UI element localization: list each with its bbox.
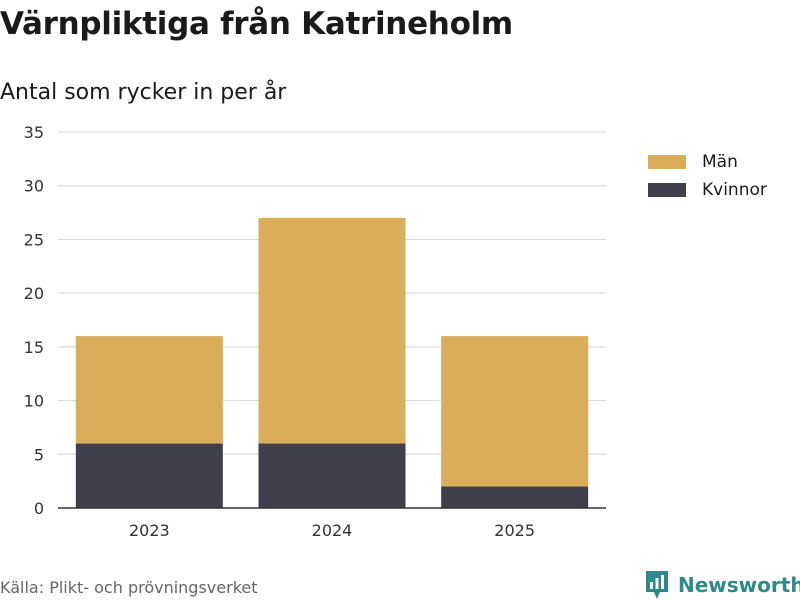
chart-subtitle: Antal som rycker in per år <box>0 80 287 105</box>
brand-name: Newsworthy <box>678 573 800 597</box>
legend: Män Kvinnor <box>648 148 767 204</box>
x-tick-label: 2025 <box>494 521 535 540</box>
legend-swatch-kvinnor <box>648 183 686 197</box>
y-tick-label: 35 <box>24 123 44 142</box>
newsworthy-logo-icon <box>646 571 668 599</box>
bar-kvinnor-2025 <box>441 486 589 508</box>
legend-item-man[interactable]: Män <box>648 148 767 176</box>
y-tick-label: 5 <box>34 445 44 464</box>
bar-kvinnor-2024 <box>258 443 406 508</box>
chart-title: Värnpliktiga från Katrineholm <box>0 6 513 42</box>
y-tick-label: 30 <box>24 177 44 196</box>
legend-label-kvinnor: Kvinnor <box>702 180 767 200</box>
y-tick-label: 10 <box>24 392 44 411</box>
y-tick-label: 15 <box>24 338 44 357</box>
bar-kvinnor-2023 <box>75 443 223 508</box>
y-tick-label: 25 <box>24 230 44 249</box>
legend-label-man: Män <box>702 152 738 172</box>
y-tick-label: 20 <box>24 284 44 303</box>
x-tick-label: 2024 <box>312 521 353 540</box>
source-note: Källa: Plikt- och prövningsverket <box>0 578 258 597</box>
brand[interactable]: Newsworthy <box>644 570 800 600</box>
bar-män-2025 <box>441 336 589 487</box>
y-tick-label: 0 <box>34 499 44 518</box>
bar-män-2024 <box>258 217 406 444</box>
legend-swatch-man <box>648 155 686 169</box>
x-tick-label: 2023 <box>129 521 170 540</box>
bar-män-2023 <box>75 336 223 444</box>
legend-item-kvinnor[interactable]: Kvinnor <box>648 176 767 204</box>
